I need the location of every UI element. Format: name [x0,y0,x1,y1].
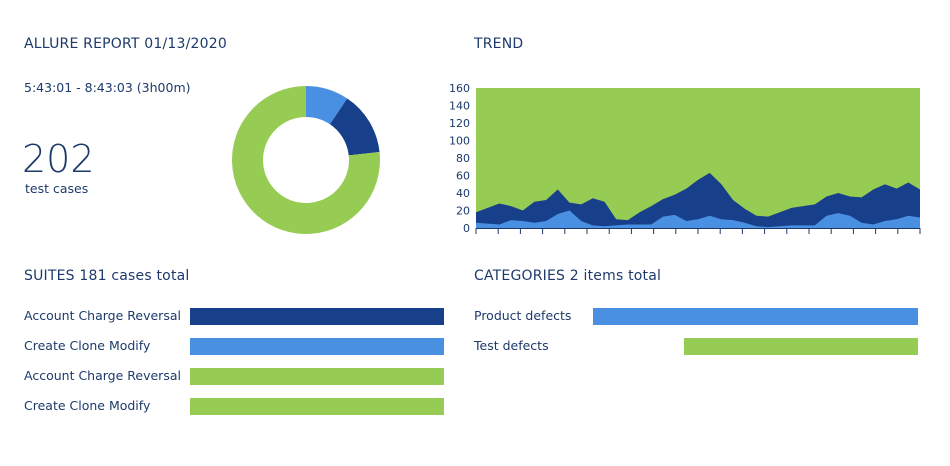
total-cases-count: 202 [22,137,95,181]
category-row[interactable]: Product defects [474,308,918,325]
trend-y-tick-label: 140 [449,100,470,113]
category-row-label: Test defects [474,338,549,353]
trend-chart: 0 20 40 60 80 100 120 140 160 [449,82,921,235]
suite-row-label: Account Charge Reversal [24,308,181,323]
suite-row[interactable]: Create Clone Modify [24,398,444,415]
categories-title: CATEGORIES 2 items total [474,268,662,284]
trend-y-tick-label: 40 [456,187,470,200]
status-donut-chart [232,86,380,234]
trend-y-tick-label: 120 [449,117,470,130]
suite-row-bar[interactable] [190,368,444,385]
trend-area-low [476,210,920,228]
donut-segment-1[interactable] [329,98,380,156]
suites-title: SUITES 181 cases total [24,268,190,284]
category-row-bar[interactable] [684,338,918,355]
suite-row-label: Account Charge Reversal [24,368,181,383]
suite-row-bar[interactable] [190,398,444,415]
trend-title: TREND [474,36,524,52]
time-range: 5:43:01 - 8:43:03 (3h00m) [24,80,191,95]
suite-row[interactable]: Account Charge Reversal [24,308,444,325]
total-cases-label: test cases [25,181,89,196]
trend-area-top [476,88,920,228]
trend-area-mid [476,172,920,228]
donut-segment-2[interactable] [232,86,380,234]
trend-y-tick-label: 160 [449,82,470,95]
category-row-label: Product defects [474,308,572,323]
trend-y-tick-label: 0 [463,222,470,235]
suite-row-label: Create Clone Modify [24,338,151,353]
trend-y-tick-label: 60 [456,170,470,183]
trend-y-tick-label: 80 [456,152,470,165]
suite-row-bar[interactable] [190,338,444,355]
suite-row[interactable]: Create Clone Modify [24,338,444,355]
suite-row-bar[interactable] [190,308,444,325]
trend-y-tick-label: 20 [456,205,470,218]
trend-y-tick-label: 100 [449,135,470,148]
donut-segment-0[interactable] [306,86,348,125]
report-title: ALLURE REPORT 01/13/2020 [24,36,227,52]
category-row[interactable]: Test defects [474,338,918,355]
category-row-bar[interactable] [593,308,918,325]
suite-row[interactable]: Account Charge Reversal [24,368,444,385]
suite-row-label: Create Clone Modify [24,398,151,413]
